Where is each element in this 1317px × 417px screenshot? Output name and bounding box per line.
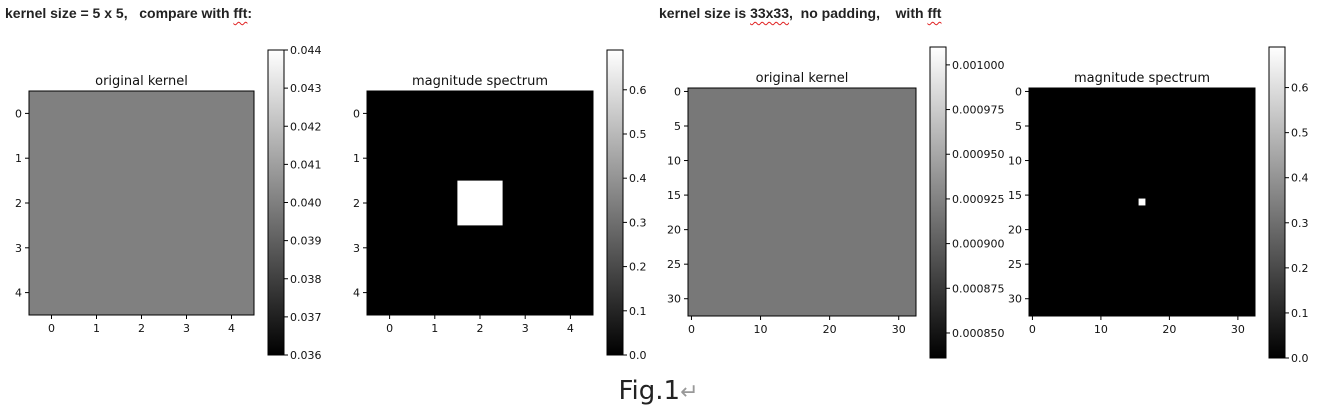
chart3-ytick-label: 10 — [667, 155, 681, 168]
chart4-frame — [1028, 87, 1256, 317]
chart2-colorbar-label: 0.5 — [629, 128, 647, 141]
chart1-colorbar-label: 0.036 — [290, 349, 322, 362]
right-heading-fft: fft — [927, 5, 942, 21]
chart3-ytick-label: 20 — [667, 224, 681, 237]
chart1-colorbar-label: 0.042 — [290, 120, 322, 133]
chart3-xtick-label: 0 — [688, 323, 695, 336]
chart4-ytick-label: 5 — [1015, 120, 1022, 133]
chart4-xtick-label: 10 — [1094, 323, 1108, 336]
chart4-title: magnitude spectrum — [1074, 71, 1210, 86]
left-heading: kernel size = 5 x 5, compare with fft: — [5, 5, 252, 21]
chart3-colorbar — [929, 46, 947, 359]
chart4-ytick-label: 25 — [1008, 258, 1022, 271]
chart2-ytick-label: 4 — [353, 287, 360, 300]
chart4-ytick-label: 10 — [1008, 155, 1022, 168]
chart2-colorbar-label: 0.2 — [629, 261, 647, 274]
chart3-colorbar-label: 0.000875 — [952, 282, 1005, 295]
chart3-colorbar-label: 0.000900 — [952, 238, 1005, 251]
chart4-colorbar-label: 0.0 — [1291, 352, 1309, 365]
chart1-xtick-label: 3 — [183, 322, 190, 335]
chart3-xtick-label: 20 — [823, 323, 837, 336]
chart1-ytick-label: 0 — [15, 107, 22, 120]
right-heading-size: 33x33 — [750, 5, 789, 21]
chart4-colorbar-label: 0.3 — [1291, 217, 1309, 230]
chart2-xtick-label: 4 — [567, 322, 574, 335]
chart4-colorbar-label: 0.1 — [1291, 307, 1309, 320]
chart4-xtick-label: 0 — [1029, 323, 1036, 336]
chart1-title: original kernel — [95, 74, 188, 89]
chart3-colorbar-label: 0.000975 — [952, 104, 1005, 117]
chart2-peak-cell — [457, 180, 503, 226]
chart4-xtick-label: 20 — [1162, 323, 1176, 336]
chart2-colorbar-label: 0.6 — [629, 84, 647, 97]
chart1-colorbar-label: 0.037 — [290, 311, 322, 324]
chart3-ytick-label: 25 — [667, 258, 681, 271]
right-heading-text: kernel size is — [659, 5, 751, 21]
chart2-xtick-label: 1 — [431, 322, 438, 335]
chart2-title: magnitude spectrum — [412, 74, 548, 89]
chart4-colorbar-label: 0.5 — [1291, 127, 1309, 140]
chart2-ytick-label: 0 — [353, 107, 360, 120]
chart1-xtick-label: 1 — [93, 322, 100, 335]
chart1-ytick-label: 1 — [15, 152, 22, 165]
chart2-colorbar-label: 0.0 — [629, 349, 647, 362]
left-heading-colon: : — [247, 5, 253, 21]
caption-text: Fig.1 — [618, 376, 681, 406]
chart3-ytick-label: 0 — [674, 85, 681, 98]
chart4-xtick-label: 30 — [1231, 323, 1245, 336]
chart4-colorbar-label: 0.2 — [1291, 262, 1309, 275]
chart2-ytick-label: 2 — [353, 197, 360, 210]
chart1-xtick-label: 0 — [48, 322, 55, 335]
chart2-colorbar-label: 0.4 — [629, 172, 647, 185]
chart3-xtick-label: 30 — [892, 323, 906, 336]
chart4-ytick-label: 15 — [1008, 189, 1022, 202]
right-heading-middle: , no padding, with — [789, 5, 928, 21]
chart1-image — [29, 91, 254, 315]
chart1-xtick-label: 2 — [138, 322, 145, 335]
chart2-xtick-label: 0 — [386, 322, 393, 335]
chart2-ytick-label: 1 — [353, 152, 360, 165]
chart1-colorbar-label: 0.040 — [290, 197, 322, 210]
chart1-xtick-label: 4 — [228, 322, 235, 335]
chart1-colorbar-label: 0.044 — [290, 44, 322, 57]
left-heading-text: kernel size = 5 x 5, compare with — [5, 5, 234, 21]
chart3-title: original kernel — [756, 71, 849, 86]
chart2-colorbar-label: 0.1 — [629, 305, 647, 318]
chart1-ytick-label: 3 — [15, 242, 22, 255]
chart4-ytick-label: 20 — [1008, 224, 1022, 237]
chart3-ytick-label: 5 — [674, 120, 681, 133]
chart4-colorbar-label: 0.6 — [1291, 82, 1309, 95]
left-heading-fft: fft — [233, 5, 248, 21]
chart1-colorbar-label: 0.041 — [290, 158, 322, 171]
chart3-image — [688, 88, 916, 316]
chart1-colorbar-label: 0.043 — [290, 82, 322, 95]
chart2-colorbar-label: 0.3 — [629, 216, 647, 229]
chart3-colorbar-label: 0.000950 — [952, 148, 1005, 161]
chart2-ytick-label: 3 — [353, 242, 360, 255]
chart4-ytick-label: 0 — [1015, 85, 1022, 98]
chart3-ytick-label: 30 — [667, 293, 681, 306]
figure-caption: Fig.1↵ — [0, 376, 1317, 406]
chart4-peak-cell — [1138, 198, 1146, 206]
chart3-colorbar-label: 0.000925 — [952, 193, 1005, 206]
right-heading: kernel size is 33x33, no padding, with f… — [659, 5, 941, 21]
chart1-colorbar-label: 0.038 — [290, 273, 322, 286]
chart3-frame — [687, 87, 917, 317]
chart1-colorbar-label: 0.039 — [290, 235, 322, 248]
return-mark-icon: ↵ — [680, 380, 699, 405]
chart3-colorbar-label: 0.000850 — [952, 327, 1005, 340]
chart1-ytick-label: 4 — [15, 287, 22, 300]
chart4-colorbar — [1268, 46, 1286, 359]
chart4-ytick-label: 30 — [1008, 293, 1022, 306]
chart1-colorbar — [267, 49, 285, 356]
chart3-xtick-label: 10 — [754, 323, 768, 336]
chart2-xtick-label: 2 — [477, 322, 484, 335]
chart2-xtick-label: 3 — [522, 322, 529, 335]
chart1-ytick-label: 2 — [15, 197, 22, 210]
chart3-colorbar-label: 0.001000 — [952, 59, 1005, 72]
chart3-ytick-label: 15 — [667, 189, 681, 202]
chart2-colorbar — [606, 49, 624, 356]
chart4-colorbar-label: 0.4 — [1291, 172, 1309, 185]
